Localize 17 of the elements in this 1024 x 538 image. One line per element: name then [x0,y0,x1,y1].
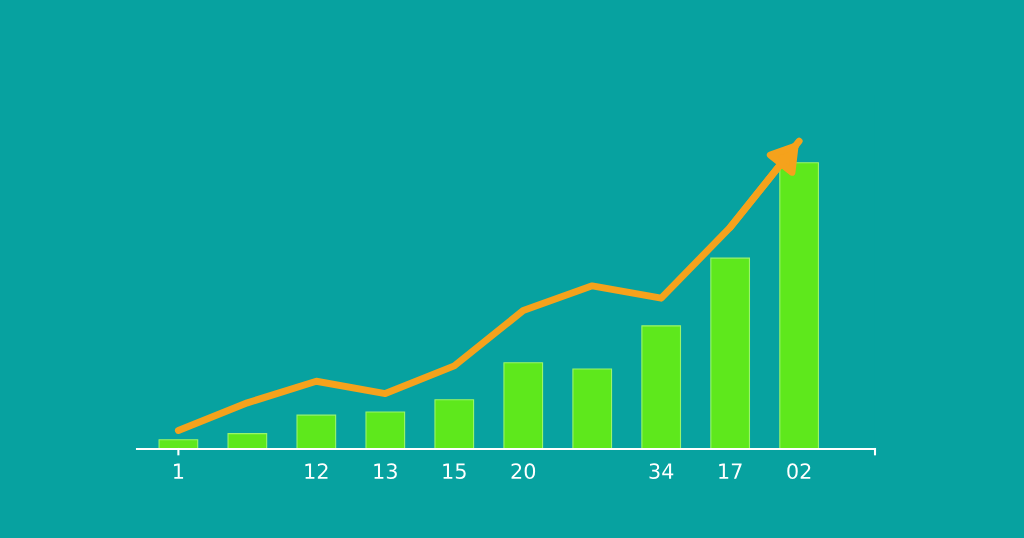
x-tick-label: 20 [511,463,536,480]
bar [365,411,406,449]
x-tick-label: 17 [719,463,742,479]
bar [158,439,199,449]
x-tick-label: 15 [443,463,466,480]
x-tick-label: 34 [649,463,674,480]
bar [572,368,613,449]
bar [296,414,337,449]
bar [434,399,475,449]
x-tick-label: 02 [787,463,811,480]
x-tick-label: 1 [174,463,184,479]
x-tick-label: 13 [374,463,397,480]
x-tick-label: 12 [305,463,328,479]
bar [641,325,682,449]
bar [710,257,751,449]
bar [227,433,268,449]
bar [503,362,544,449]
